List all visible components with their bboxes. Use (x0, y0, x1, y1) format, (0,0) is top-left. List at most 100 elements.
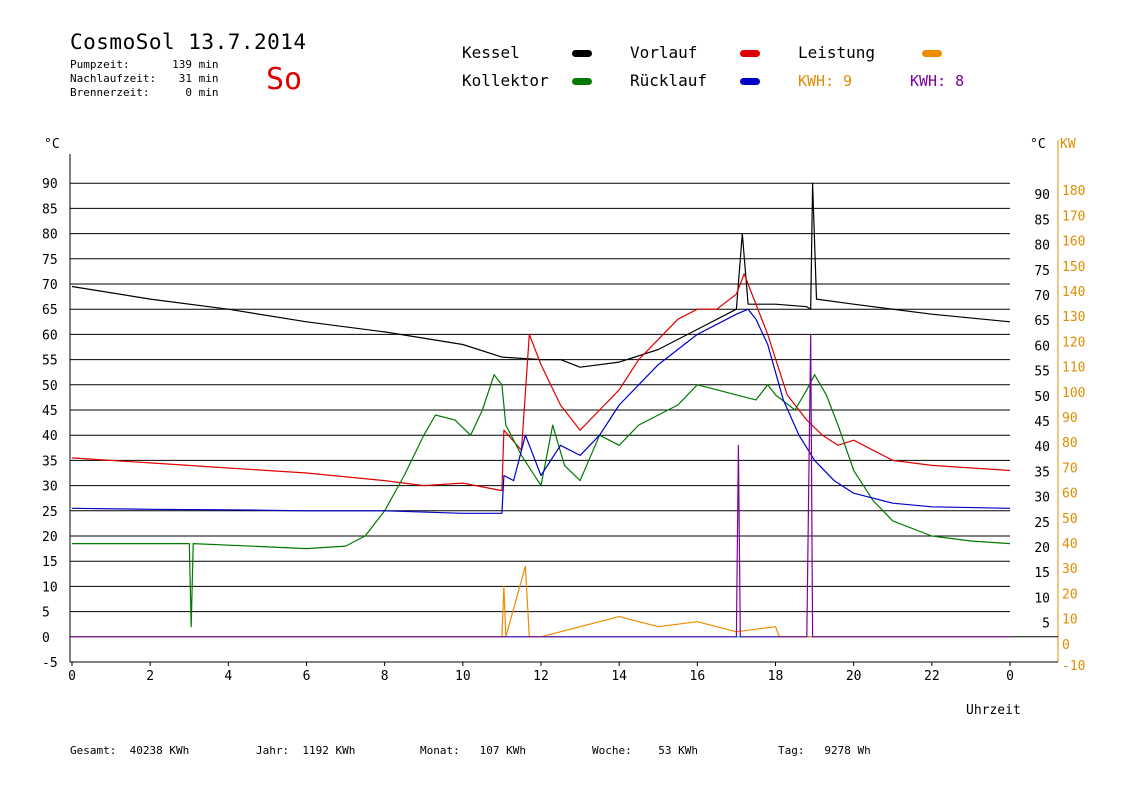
y-tick-right-temp: 25 (1034, 516, 1050, 531)
y-tick-left: 80 (42, 228, 58, 243)
y-tick-right-temp: 20 (1034, 541, 1050, 556)
legend-leistung-swatch (922, 50, 942, 57)
y-tick-left: 40 (42, 429, 58, 444)
y-tick-right-kw: 160 (1062, 235, 1085, 250)
x-tick-label: 18 (768, 669, 784, 684)
stat-label: Nachlaufzeit: (70, 72, 157, 85)
series-line-kwh-2 (72, 333, 1010, 638)
y-tick-right-temp: 30 (1034, 491, 1050, 506)
stat-nachlaufzeit: Nachlaufzeit: 31 min (70, 72, 219, 85)
stat-value: 0 (185, 86, 192, 99)
y-tick-right-temp: 50 (1034, 390, 1050, 405)
y-tick-left: 35 (42, 454, 58, 469)
x-tick-label: 2 (146, 669, 154, 684)
y-tick-right-temp: 35 (1034, 465, 1050, 480)
stat-value: 31 (178, 72, 192, 85)
footer-label: Monat: (420, 744, 460, 757)
y-tick-right-temp: 40 (1034, 440, 1050, 455)
y-tick-left: 0 (42, 631, 50, 646)
x-tick-label: 4 (224, 669, 232, 684)
y-tick-left: 65 (42, 303, 58, 318)
y-tick-right-temp: 85 (1034, 213, 1050, 228)
series-line-leistung (72, 565, 1010, 638)
y-tick-right-temp: 65 (1034, 314, 1050, 329)
y-tick-right-temp: 70 (1034, 289, 1050, 304)
y-tick-left: 25 (42, 505, 58, 520)
stat-unit: min (198, 58, 219, 71)
legend-vorlauf-swatch (740, 50, 760, 57)
y-tick-right-kw: 100 (1062, 386, 1085, 401)
y-tick-right-kw: -10 (1062, 659, 1085, 674)
y-tick-left: 60 (42, 328, 58, 343)
y-tick-left: 10 (42, 580, 58, 595)
x-tick-label: 10 (455, 669, 471, 684)
legend-kessel-swatch (572, 50, 592, 57)
footer-label: Tag: (778, 744, 805, 757)
y-tick-right-kw: 90 (1062, 411, 1078, 426)
x-tick-label: 16 (690, 669, 706, 684)
y-tick-left: -5 (42, 656, 58, 671)
y-tick-right-kw: 70 (1062, 461, 1078, 476)
y-tick-right-kw: 140 (1062, 285, 1085, 300)
y-tick-right-temp: 45 (1034, 415, 1050, 430)
footer-woche: Woche: 53 KWh (592, 744, 698, 757)
series-line-kessel (71, 182, 1011, 368)
stat-label: Pumpzeit: (70, 58, 130, 71)
footer-jahr: Jahr: 1192 KWh (256, 744, 355, 757)
y-tick-left: 50 (42, 379, 58, 394)
y-tick-left: 15 (42, 555, 58, 570)
y-tick-left: 85 (42, 202, 58, 217)
y-tick-right-kw: 0 (1062, 638, 1070, 653)
footer-label: Jahr: (256, 744, 290, 757)
y-tick-right-kw: 120 (1062, 335, 1085, 350)
weekday-label: So (266, 62, 303, 97)
x-tick-label: 0 (68, 669, 76, 684)
footer-monat: Monat: 107 KWh (420, 744, 526, 757)
x-tick-label: 14 (611, 669, 627, 684)
y-tick-right-kw: 180 (1062, 184, 1085, 199)
x-tick-label: 22 (924, 669, 940, 684)
footer-label: Woche: (592, 744, 632, 757)
y-tick-right-kw: 40 (1062, 537, 1078, 552)
y-tick-right-kw: 150 (1062, 260, 1085, 275)
x-tick-label: 20 (846, 669, 862, 684)
y-tick-right-kw: 110 (1062, 361, 1085, 376)
y-tick-left: 55 (42, 354, 58, 369)
legend-vorlauf-label: Vorlauf (630, 43, 698, 62)
legend-leistung-label: Leistung (798, 43, 876, 62)
y-tick-right-kw: 30 (1062, 562, 1078, 577)
chart-title: CosmoSol 13.7.2014 (70, 30, 307, 54)
stat-pumpzeit: Pumpzeit: 139 min (70, 58, 219, 71)
y-tick-right-kw: 60 (1062, 487, 1078, 502)
kwh-orange-label: KWH: 9 (798, 72, 853, 90)
stat-label: Brennerzeit: (70, 86, 150, 99)
legend-ruecklauf-swatch (740, 78, 760, 85)
y-tick-left: 75 (42, 253, 58, 268)
y-tick-right-kw: 80 (1062, 436, 1078, 451)
x-tick-label: 12 (533, 669, 549, 684)
legend-ruecklauf-label: Rücklauf (630, 71, 708, 90)
kwh-purple-label: KWH: 8 (910, 72, 965, 90)
y-tick-right-kw: 130 (1062, 310, 1085, 325)
y-tick-right-temp: 75 (1034, 264, 1050, 279)
legend-kollektor-label: Kollektor (462, 71, 549, 90)
y-tick-right-kw: 50 (1062, 512, 1078, 527)
y-tick-right-kw: 170 (1062, 209, 1085, 224)
footer-tag: Tag: 9278 Wh (778, 744, 871, 757)
y-tick-right-temp: 10 (1034, 591, 1050, 606)
footer-value: 1192 KWh (302, 744, 356, 757)
y-tick-left: 70 (42, 278, 58, 293)
footer-value: 53 KWh (658, 744, 698, 757)
footer-value: 107 KWh (479, 744, 526, 757)
stat-unit: min (198, 86, 219, 99)
chart-series (71, 182, 1011, 638)
y-tick-right-temp: 15 (1034, 566, 1050, 581)
legend-kessel-label: Kessel (462, 43, 520, 62)
chart-ticks: -505101520253035404550556065707580859051… (42, 177, 1085, 684)
chart-grid (69, 140, 1059, 663)
y-tick-left: 30 (42, 480, 58, 495)
legend-kollektor-swatch (572, 78, 592, 85)
y-tick-left: 90 (42, 177, 58, 192)
left-unit-label: °C (44, 137, 60, 152)
